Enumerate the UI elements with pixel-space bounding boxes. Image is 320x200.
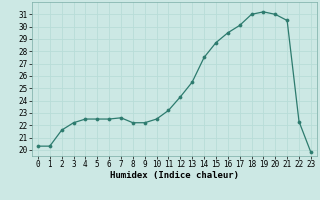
X-axis label: Humidex (Indice chaleur): Humidex (Indice chaleur): [110, 171, 239, 180]
